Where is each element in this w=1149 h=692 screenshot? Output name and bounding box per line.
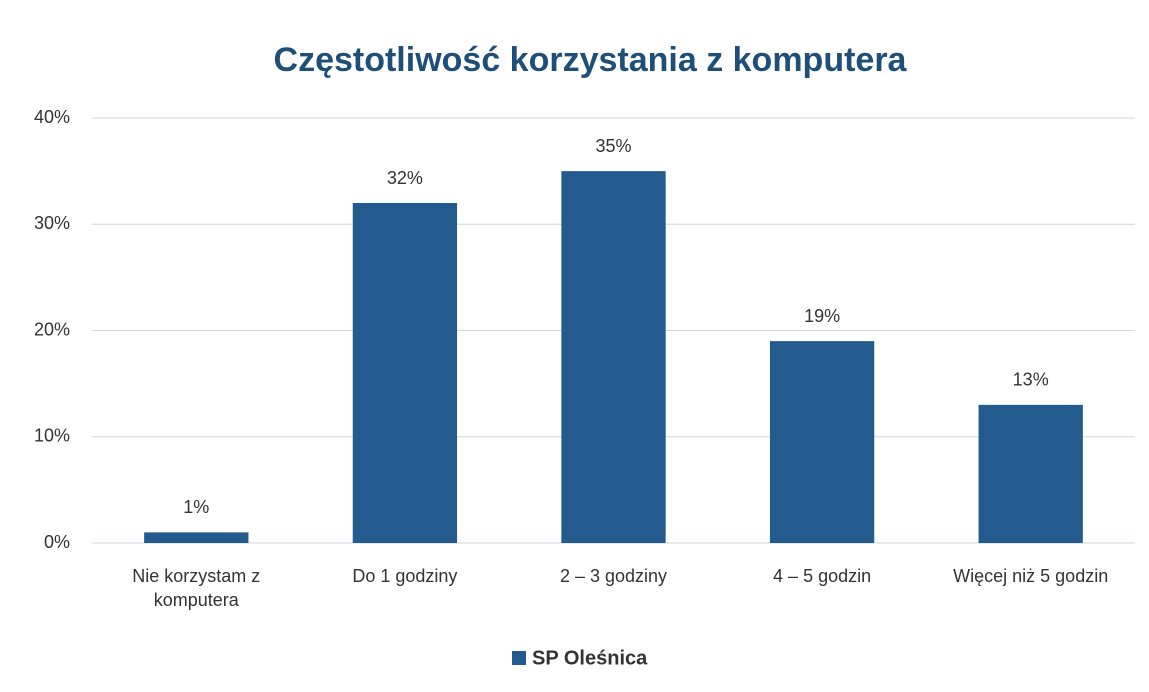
bar xyxy=(561,171,666,543)
data-label: 1% xyxy=(183,497,209,517)
y-tick-label: 10% xyxy=(34,426,70,446)
data-label: 13% xyxy=(1013,370,1049,390)
data-label: 35% xyxy=(595,136,631,156)
bar xyxy=(144,532,249,543)
y-tick-label: 40% xyxy=(34,107,70,127)
data-label: 19% xyxy=(804,306,840,326)
bar xyxy=(352,203,458,543)
y-tick-label: 20% xyxy=(34,319,70,339)
bar xyxy=(978,404,1083,543)
data-label: 32% xyxy=(387,168,423,188)
x-tick-label: Więcej niż 5 godzin xyxy=(953,566,1109,586)
legend-swatch xyxy=(512,651,526,665)
y-tick-label: 0% xyxy=(44,532,70,552)
chart-title: Częstotliwość korzystania z komputera xyxy=(274,41,908,79)
legend-label: SP Oleśnica xyxy=(532,647,648,669)
bar xyxy=(769,341,875,543)
x-tick-label: 2 – 3 godziny xyxy=(559,566,668,586)
y-tick-label: 30% xyxy=(34,213,70,233)
x-tick-label: Do 1 godziny xyxy=(352,566,458,586)
x-tick-label: 4 – 5 godzin xyxy=(773,566,872,586)
x-tick-label: Nie korzystam z komputera xyxy=(132,566,261,610)
